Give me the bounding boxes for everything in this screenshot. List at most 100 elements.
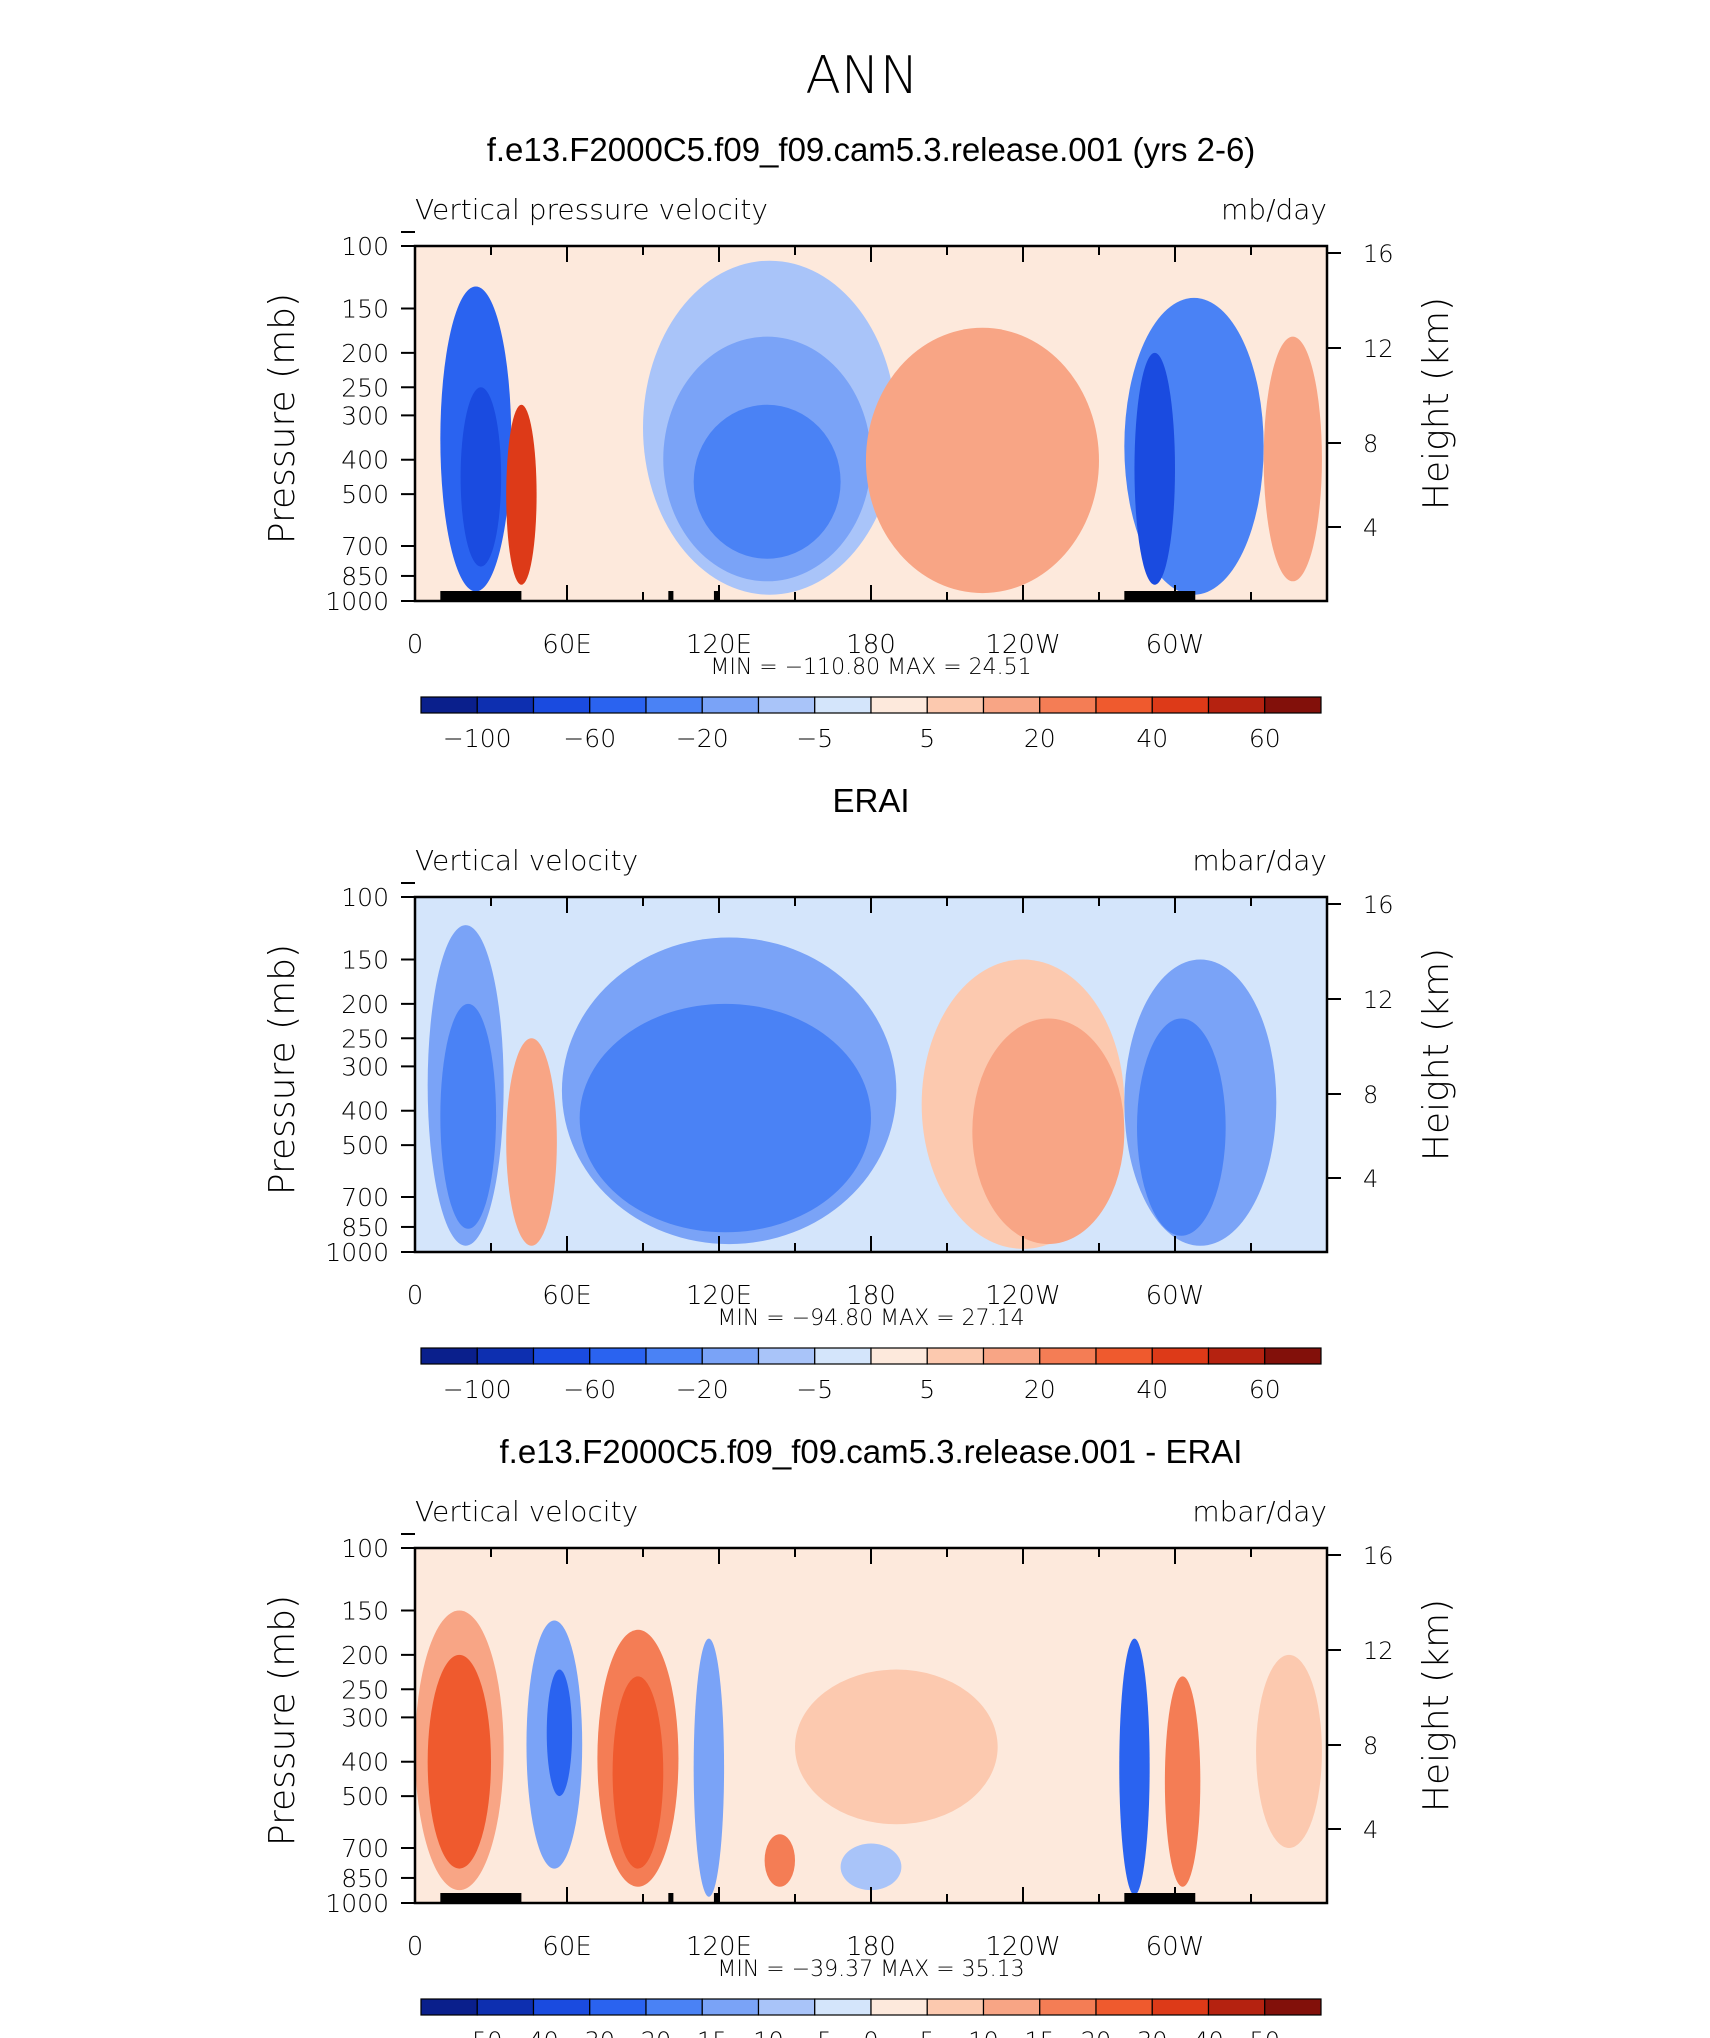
- colorbar-box: [1264, 1347, 1322, 1365]
- colorbar-label: 20: [1024, 1375, 1056, 1404]
- y-tick-label: 200: [341, 990, 389, 1019]
- colorbar-box: [870, 1998, 928, 2016]
- colorbar-box: [1207, 696, 1266, 714]
- colorbar-box: [420, 1998, 478, 2016]
- colorbar-box: [814, 696, 872, 714]
- x-tick-label: 180: [846, 1281, 896, 1311]
- colorbar-box: [1095, 1347, 1153, 1365]
- contour-field: [440, 260, 1322, 595]
- contour-region: [460, 387, 502, 567]
- height-tick-label: 4: [1363, 1165, 1378, 1193]
- surface-mask: [668, 1893, 674, 1903]
- colorbar-label: 0: [863, 2027, 878, 2038]
- colorbar-label: 20: [1081, 2027, 1112, 2038]
- x-tick-label: 0: [407, 1281, 424, 1311]
- x-tick-label: 60W: [1146, 1932, 1205, 1962]
- x-tick-label: 120W: [985, 630, 1060, 660]
- height-tick-label: 16: [1363, 1542, 1394, 1570]
- colorbar-label: 60: [1249, 724, 1281, 753]
- colorbar-box: [870, 696, 928, 714]
- height-tick-label: 16: [1363, 240, 1394, 268]
- colorbar-box: [1151, 1998, 1210, 2016]
- colorbar-label: 40: [1136, 1375, 1168, 1404]
- y-tick-label: 150: [341, 946, 389, 975]
- panel-variable-label: Vertical pressure velocity: [415, 193, 768, 226]
- colorbar-box: [589, 1998, 647, 2016]
- y-tick-label: 700: [341, 532, 389, 561]
- figure-title: ANN: [805, 46, 918, 106]
- x-tick-label: 60E: [542, 1932, 592, 1962]
- x-tick-label: 120W: [985, 1932, 1060, 1962]
- panel-units-label: mb/day: [1221, 193, 1327, 226]
- colorbar-label: −20: [621, 2027, 672, 2038]
- colorbar-box: [1039, 1347, 1097, 1365]
- height-tick-label: 12: [1363, 335, 1394, 363]
- colorbar-label: 20: [1024, 724, 1056, 753]
- colorbar-label: −15: [677, 2027, 728, 2038]
- colorbar-box: [1264, 696, 1322, 714]
- y-tick-label: 700: [341, 1834, 389, 1863]
- min-max-label: MIN = −94.80 MAX = 27.14: [717, 1306, 1024, 1331]
- contour-region: [612, 1676, 664, 1869]
- colorbar-box: [701, 696, 760, 714]
- y-axis-title: Pressure (mb): [262, 944, 303, 1195]
- y-tick-label: 150: [341, 295, 389, 324]
- contour-region: [1263, 336, 1322, 582]
- x-tick-label: 120E: [686, 1281, 752, 1311]
- y-tick-label: 850: [341, 1864, 389, 1893]
- colorbar-box: [926, 696, 985, 714]
- contour-region: [865, 327, 1099, 594]
- colorbar-box: [589, 1347, 647, 1365]
- y-axis-title: Pressure (mb): [262, 293, 303, 544]
- y-tick-label: 250: [341, 1675, 389, 1704]
- y-tick-label: 100: [341, 883, 389, 912]
- y-tick-label: 150: [341, 1597, 389, 1626]
- y-tick-label: 850: [341, 1213, 389, 1242]
- colorbar-box: [1264, 1998, 1322, 2016]
- min-max-label: MIN = −110.80 MAX = 24.51: [710, 655, 1031, 680]
- x-tick-label: 60W: [1146, 630, 1205, 660]
- x-tick-label: 60W: [1146, 1281, 1205, 1311]
- panel-title: f.e13.F2000C5.f09_f09.cam5.3.release.001…: [487, 131, 1256, 168]
- right-axis-title: Height (km): [1416, 948, 1457, 1161]
- y-tick-label: 500: [341, 1131, 389, 1160]
- colorbar-label: −20: [676, 724, 729, 753]
- colorbar-box: [757, 696, 816, 714]
- colorbar-box: [532, 696, 591, 714]
- panel-3: f.e13.F2000C5.f09_f09.cam5.3.release.001…: [262, 1433, 1457, 2038]
- y-tick-label: 250: [341, 373, 389, 402]
- height-tick-label: 12: [1363, 986, 1394, 1014]
- x-tick-label: 180: [846, 1932, 896, 1962]
- colorbar-box: [420, 1347, 478, 1365]
- colorbar-box: [1207, 1998, 1266, 2016]
- colorbar-box: [1095, 1998, 1153, 2016]
- colorbar-box: [1151, 1347, 1210, 1365]
- x-tick-label: 120E: [686, 1932, 752, 1962]
- colorbar-label: 60: [1249, 1375, 1281, 1404]
- y-tick-label: 100: [341, 232, 389, 261]
- y-tick-label: 250: [341, 1024, 389, 1053]
- x-tick-label: 120E: [686, 630, 752, 660]
- contour-field: [427, 925, 1277, 1249]
- height-tick-label: 4: [1363, 514, 1378, 542]
- contour-region: [506, 404, 537, 585]
- contour-field: [415, 1610, 1322, 1897]
- panel-2: ERAI Vertical velocity mbar/day 0 60E 120E 180…: [262, 782, 1457, 1404]
- colorbar-box: [757, 1998, 816, 2016]
- colorbar-box: [1039, 696, 1097, 714]
- colorbar-label: −10: [733, 2027, 784, 2038]
- colorbar-box: [532, 1347, 591, 1365]
- contour-region: [1134, 352, 1175, 585]
- height-tick-label: 12: [1363, 1637, 1394, 1665]
- y-tick-label: 1000: [325, 1889, 389, 1918]
- colorbar-label: −100: [443, 724, 512, 753]
- colorbar-label: −30: [564, 2027, 615, 2038]
- panel-units-label: mbar/day: [1192, 1495, 1327, 1528]
- y-tick-label: 850: [341, 562, 389, 591]
- panel-1: f.e13.F2000C5.f09_f09.cam5.3.release.001…: [262, 131, 1457, 753]
- colorbar-box: [982, 1347, 1041, 1365]
- y-tick-label: 300: [341, 1703, 389, 1732]
- contour-region: [840, 1843, 902, 1891]
- colorbar-box: [476, 696, 535, 714]
